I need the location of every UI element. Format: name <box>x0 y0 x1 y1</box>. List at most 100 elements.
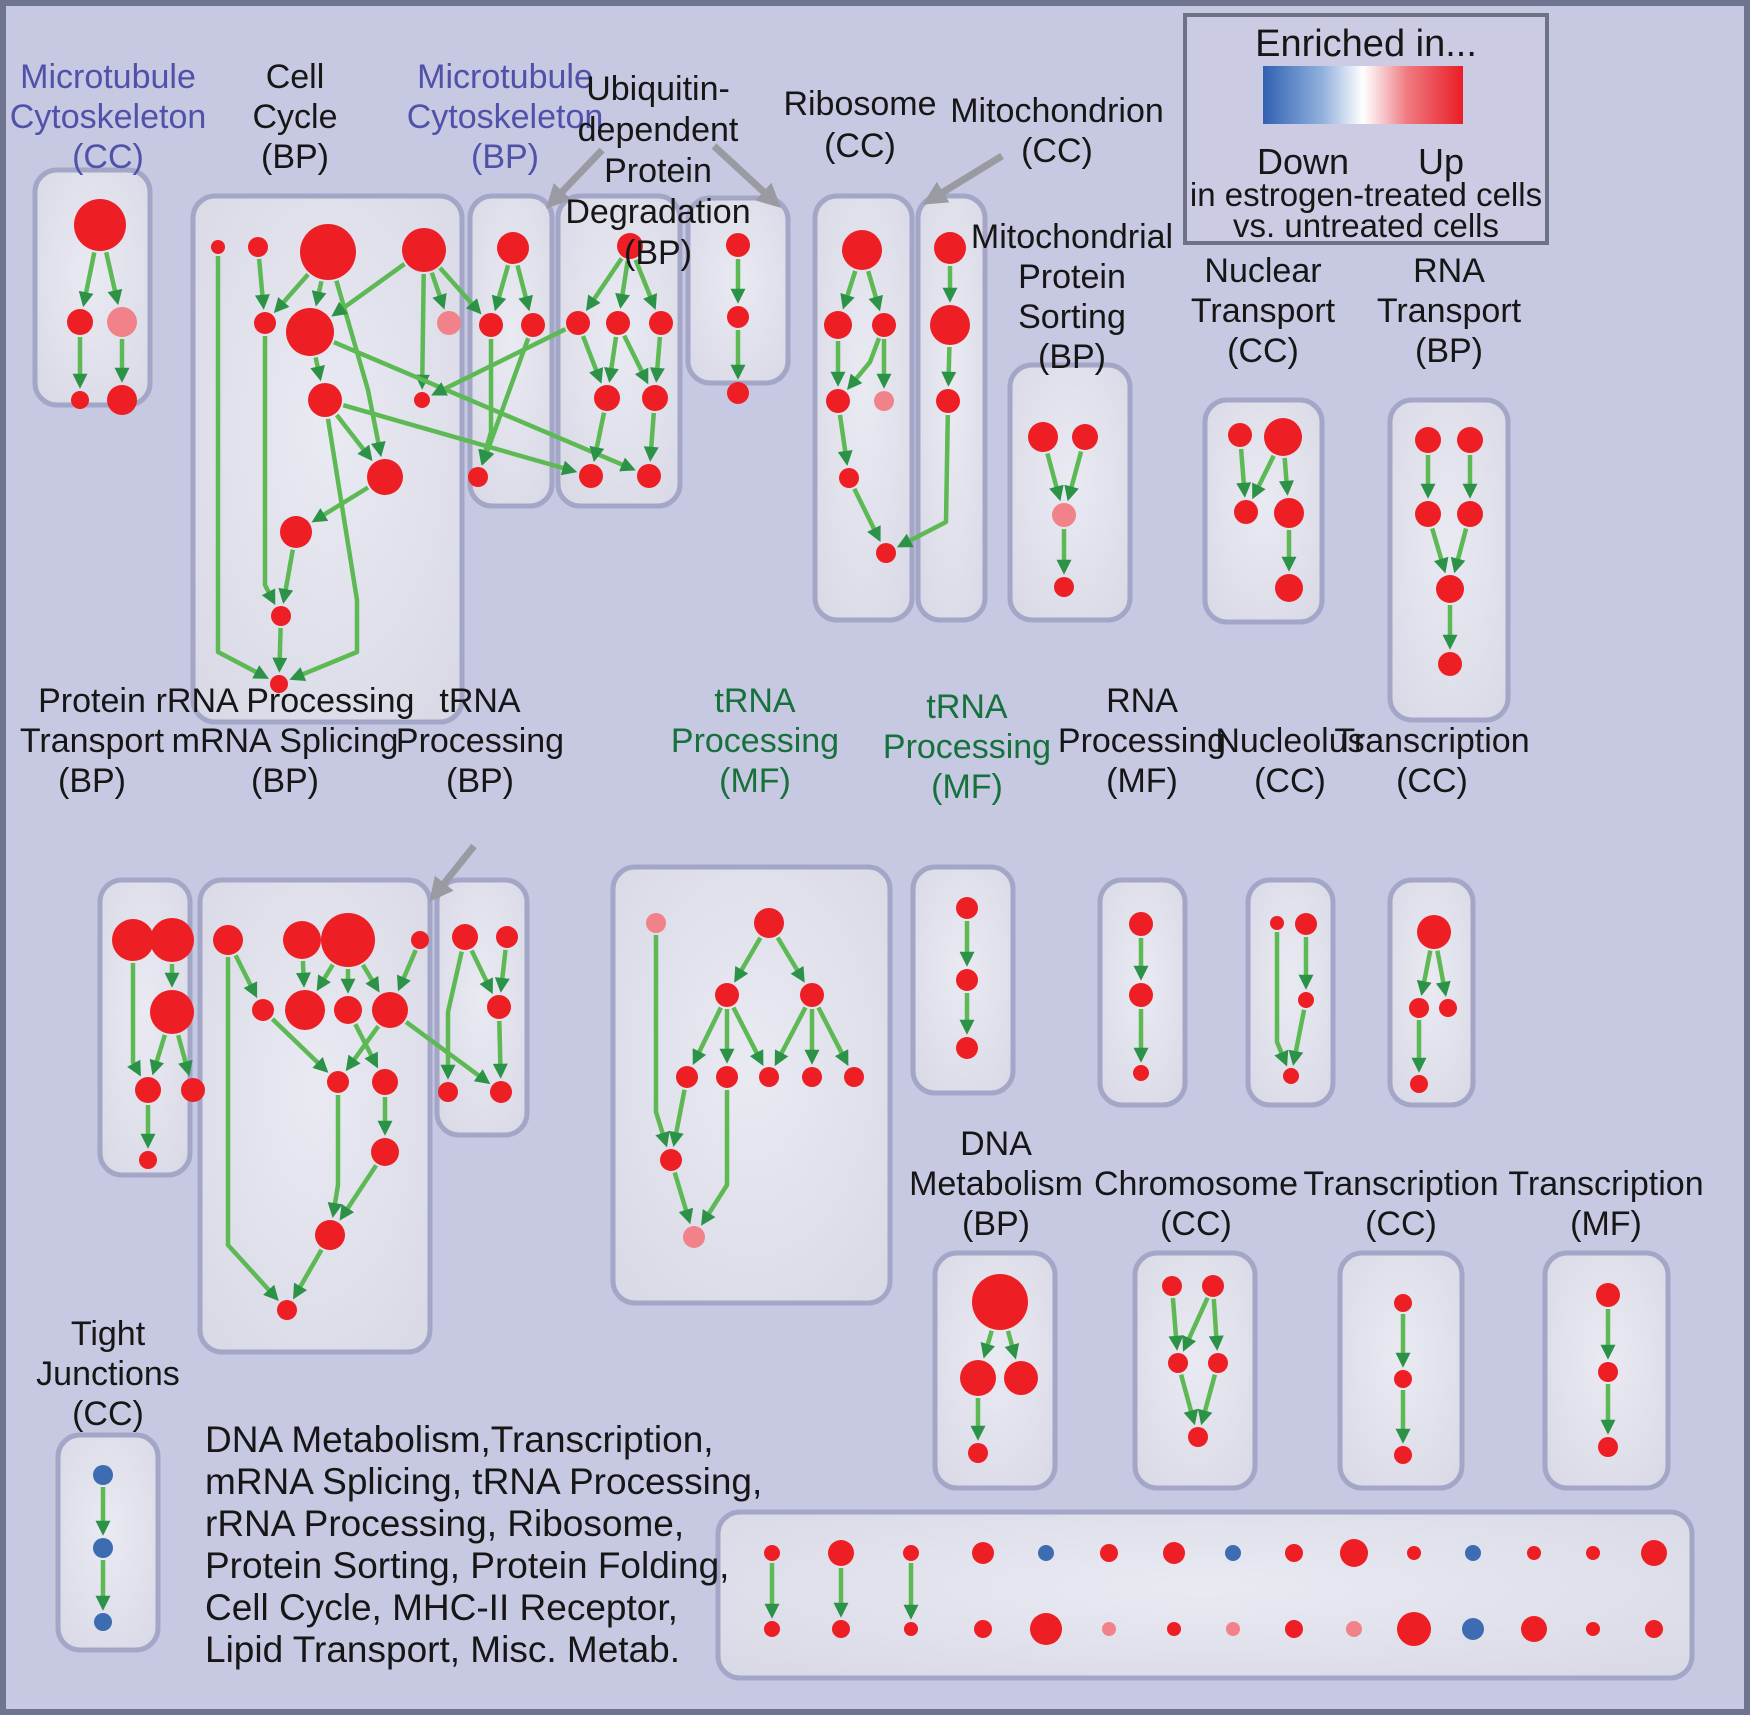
group-label-mbp: Microtubule <box>417 58 593 96</box>
edge-rib3-rib5 <box>837 414 853 466</box>
gene-node-bot-24 <box>1346 1621 1362 1637</box>
group-label-cc: (BP) <box>261 138 329 176</box>
edge-tma2-tma4 <box>692 1006 723 1066</box>
gene-node-mbp-0 <box>497 232 529 264</box>
gene-node-bot-17 <box>904 1622 918 1636</box>
group-label-tma: (MF) <box>719 762 791 800</box>
gene-node-rrn-9 <box>372 1069 398 1095</box>
gene-node-bot-15 <box>764 1621 780 1637</box>
edge-pt2-pt3 <box>149 1034 168 1076</box>
gene-node-rrn-5 <box>285 990 325 1030</box>
gene-node-dna-0 <box>972 1274 1028 1330</box>
edge-ub1-cc8 <box>431 327 567 396</box>
edge-ncl0-ncl3 <box>1274 932 1289 1067</box>
gene-node-bot-2 <box>903 1545 919 1561</box>
gene-node-ub-5 <box>642 385 668 411</box>
gene-node-rib-4 <box>874 391 894 411</box>
group-label-ub: Ubiquitin- <box>586 70 730 108</box>
edge-ub4-ub6 <box>589 412 607 463</box>
gene-node-rnt-4 <box>1436 575 1464 603</box>
edge-rrn4-rrn8 <box>270 1017 329 1073</box>
group-label-dna: Metabolism <box>909 1165 1083 1203</box>
group-label-rnt: Transport <box>1377 292 1522 330</box>
group-label-nut: Transport <box>1191 292 1336 330</box>
edge-tma5-tma10 <box>701 1090 730 1226</box>
group-label-ncl: (CC) <box>1254 762 1326 800</box>
edge-cc10-cc11 <box>278 549 296 604</box>
group-label-mbp: (BP) <box>471 138 539 176</box>
gene-node-rrn-4 <box>252 999 274 1021</box>
group-box-nut <box>1202 397 1325 625</box>
gene-node-bot-21 <box>1167 1622 1181 1636</box>
gene-node-tma-6 <box>759 1067 779 1087</box>
edge-nut1-nut2 <box>1252 454 1276 500</box>
group-label-tbp: (BP) <box>446 762 514 800</box>
gene-node-bot-18 <box>974 1620 992 1638</box>
gene-node-mcc-3 <box>71 391 89 409</box>
group-label-mit: (CC) <box>1021 132 1093 170</box>
gene-node-tcb-1 <box>1394 1370 1412 1388</box>
group-label-rnt: (BP) <box>1415 332 1483 370</box>
edge-cc5-cc7 <box>310 356 325 382</box>
gene-node-rrn-1 <box>283 921 321 959</box>
gene-node-tma-10 <box>683 1226 705 1248</box>
edge-rrn2-rrn7 <box>360 963 380 993</box>
group-label-mcc: Cytoskeleton <box>10 98 207 136</box>
edge-cc2-cc5 <box>311 280 327 307</box>
group-label-chr: (CC) <box>1160 1205 1232 1243</box>
edge-cc3-cc5 <box>331 262 406 317</box>
group-label-pt: Protein <box>38 682 146 720</box>
gene-node-bot-22 <box>1226 1622 1240 1636</box>
gene-node-rrn-8 <box>327 1071 349 1093</box>
gene-node-nut-2 <box>1234 500 1258 524</box>
edge-rrn8-rrn11 <box>327 1095 343 1218</box>
gene-node-ub-6 <box>579 464 603 488</box>
group-label-srt: (BP) <box>1038 338 1106 376</box>
gene-node-cc-6 <box>437 311 461 335</box>
gene-node-cc-12 <box>270 675 288 693</box>
group-label-rrn: mRNA Splicing <box>172 722 399 760</box>
gene-node-ncl-0 <box>1270 916 1284 930</box>
gene-node-bot-10 <box>1407 1546 1421 1560</box>
edge-chr2-chr4 <box>1178 1374 1199 1426</box>
edge-ub0-ub1 <box>585 257 624 312</box>
legend-box <box>1183 13 1549 245</box>
edge-rrn11-rrn12 <box>293 1248 324 1300</box>
group-label-tca: (CC) <box>1396 762 1468 800</box>
group-label-tma: tRNA <box>714 682 796 720</box>
gene-node-ubb-0 <box>726 233 750 257</box>
gene-node-rib-0 <box>842 230 882 270</box>
edge-mit2-rib6 <box>896 414 951 548</box>
edge-tca0-tca2 <box>1435 950 1451 997</box>
edge-ub2-ub4 <box>604 336 619 383</box>
gene-node-rrn-2 <box>321 913 375 967</box>
gene-node-rrn-12 <box>277 1300 297 1320</box>
group-label-tj: Tight <box>71 1315 146 1353</box>
gene-node-dna-2 <box>1004 1361 1038 1395</box>
gene-node-bot-5 <box>1100 1544 1118 1562</box>
group-label-ub: Protein <box>604 152 712 190</box>
label-pointer-arrow-2 <box>922 153 1004 205</box>
gene-node-bot-25 <box>1397 1612 1431 1646</box>
gene-node-rrn-3 <box>411 931 429 949</box>
gene-node-tj-2 <box>94 1613 112 1631</box>
group-label-cc: Cycle <box>252 98 337 136</box>
edge-rrn2-rrn5 <box>316 963 335 992</box>
gene-node-rnt-0 <box>1415 427 1441 453</box>
edge-tma1-tma2 <box>734 936 763 983</box>
gene-node-chr-3 <box>1208 1353 1228 1373</box>
gene-node-bot-1 <box>828 1540 854 1566</box>
gene-node-srt-0 <box>1028 422 1058 452</box>
gene-node-tca-1 <box>1409 998 1429 1018</box>
gene-node-bot-16 <box>832 1620 850 1638</box>
group-label-pt: (BP) <box>58 762 126 800</box>
edge-tma3-tma8 <box>816 1006 849 1067</box>
gene-node-tma-8 <box>844 1067 864 1087</box>
gene-node-cc-7 <box>308 383 342 417</box>
gene-node-mit-1 <box>930 305 970 345</box>
gene-node-bot-27 <box>1521 1616 1547 1642</box>
group-box-rrn <box>197 877 433 1355</box>
group-label-rrn: rRNA Processing <box>156 682 415 720</box>
edge-tbp0-tbp3 <box>440 951 464 1080</box>
